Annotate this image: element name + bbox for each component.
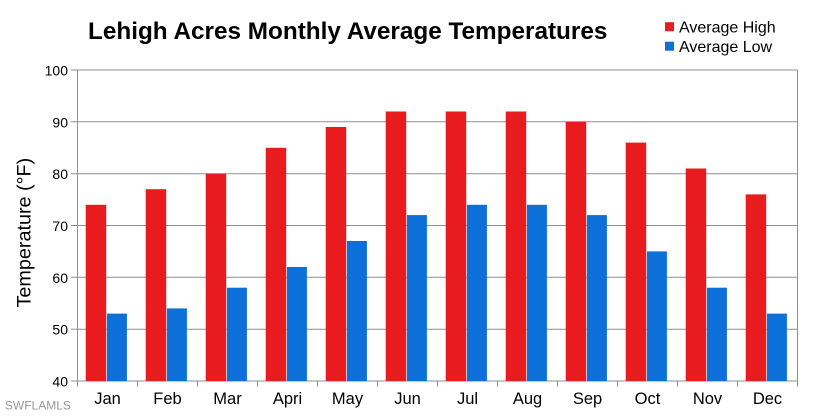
svg-text:Mar: Mar xyxy=(213,390,242,408)
svg-text:Oct: Oct xyxy=(635,390,661,408)
svg-text:90: 90 xyxy=(52,114,68,130)
svg-text:100: 100 xyxy=(45,63,69,79)
svg-text:Jul: Jul xyxy=(457,390,478,408)
svg-text:Temperature (°F): Temperature (°F) xyxy=(14,158,36,308)
svg-text:Jun: Jun xyxy=(394,390,421,408)
svg-text:Dec: Dec xyxy=(753,390,782,408)
svg-text:Lehigh Acres Monthly Average T: Lehigh Acres Monthly Average Temperature… xyxy=(88,18,607,45)
svg-text:SWFLAMLS: SWFLAMLS xyxy=(5,398,71,412)
svg-text:80: 80 xyxy=(52,166,68,182)
svg-text:Feb: Feb xyxy=(153,390,181,408)
svg-text:70: 70 xyxy=(52,218,68,234)
svg-text:Sep: Sep xyxy=(573,390,602,408)
svg-text:Average Low: Average Low xyxy=(679,39,773,56)
svg-text:Average High: Average High xyxy=(679,20,776,37)
svg-text:May: May xyxy=(332,390,364,408)
svg-text:40: 40 xyxy=(52,374,68,390)
svg-text:Aug: Aug xyxy=(513,390,542,408)
svg-text:Jan: Jan xyxy=(94,390,121,408)
svg-text:Apri: Apri xyxy=(273,390,302,408)
svg-text:50: 50 xyxy=(52,322,68,338)
svg-text:Nov: Nov xyxy=(693,390,723,408)
svg-text:60: 60 xyxy=(52,270,68,286)
